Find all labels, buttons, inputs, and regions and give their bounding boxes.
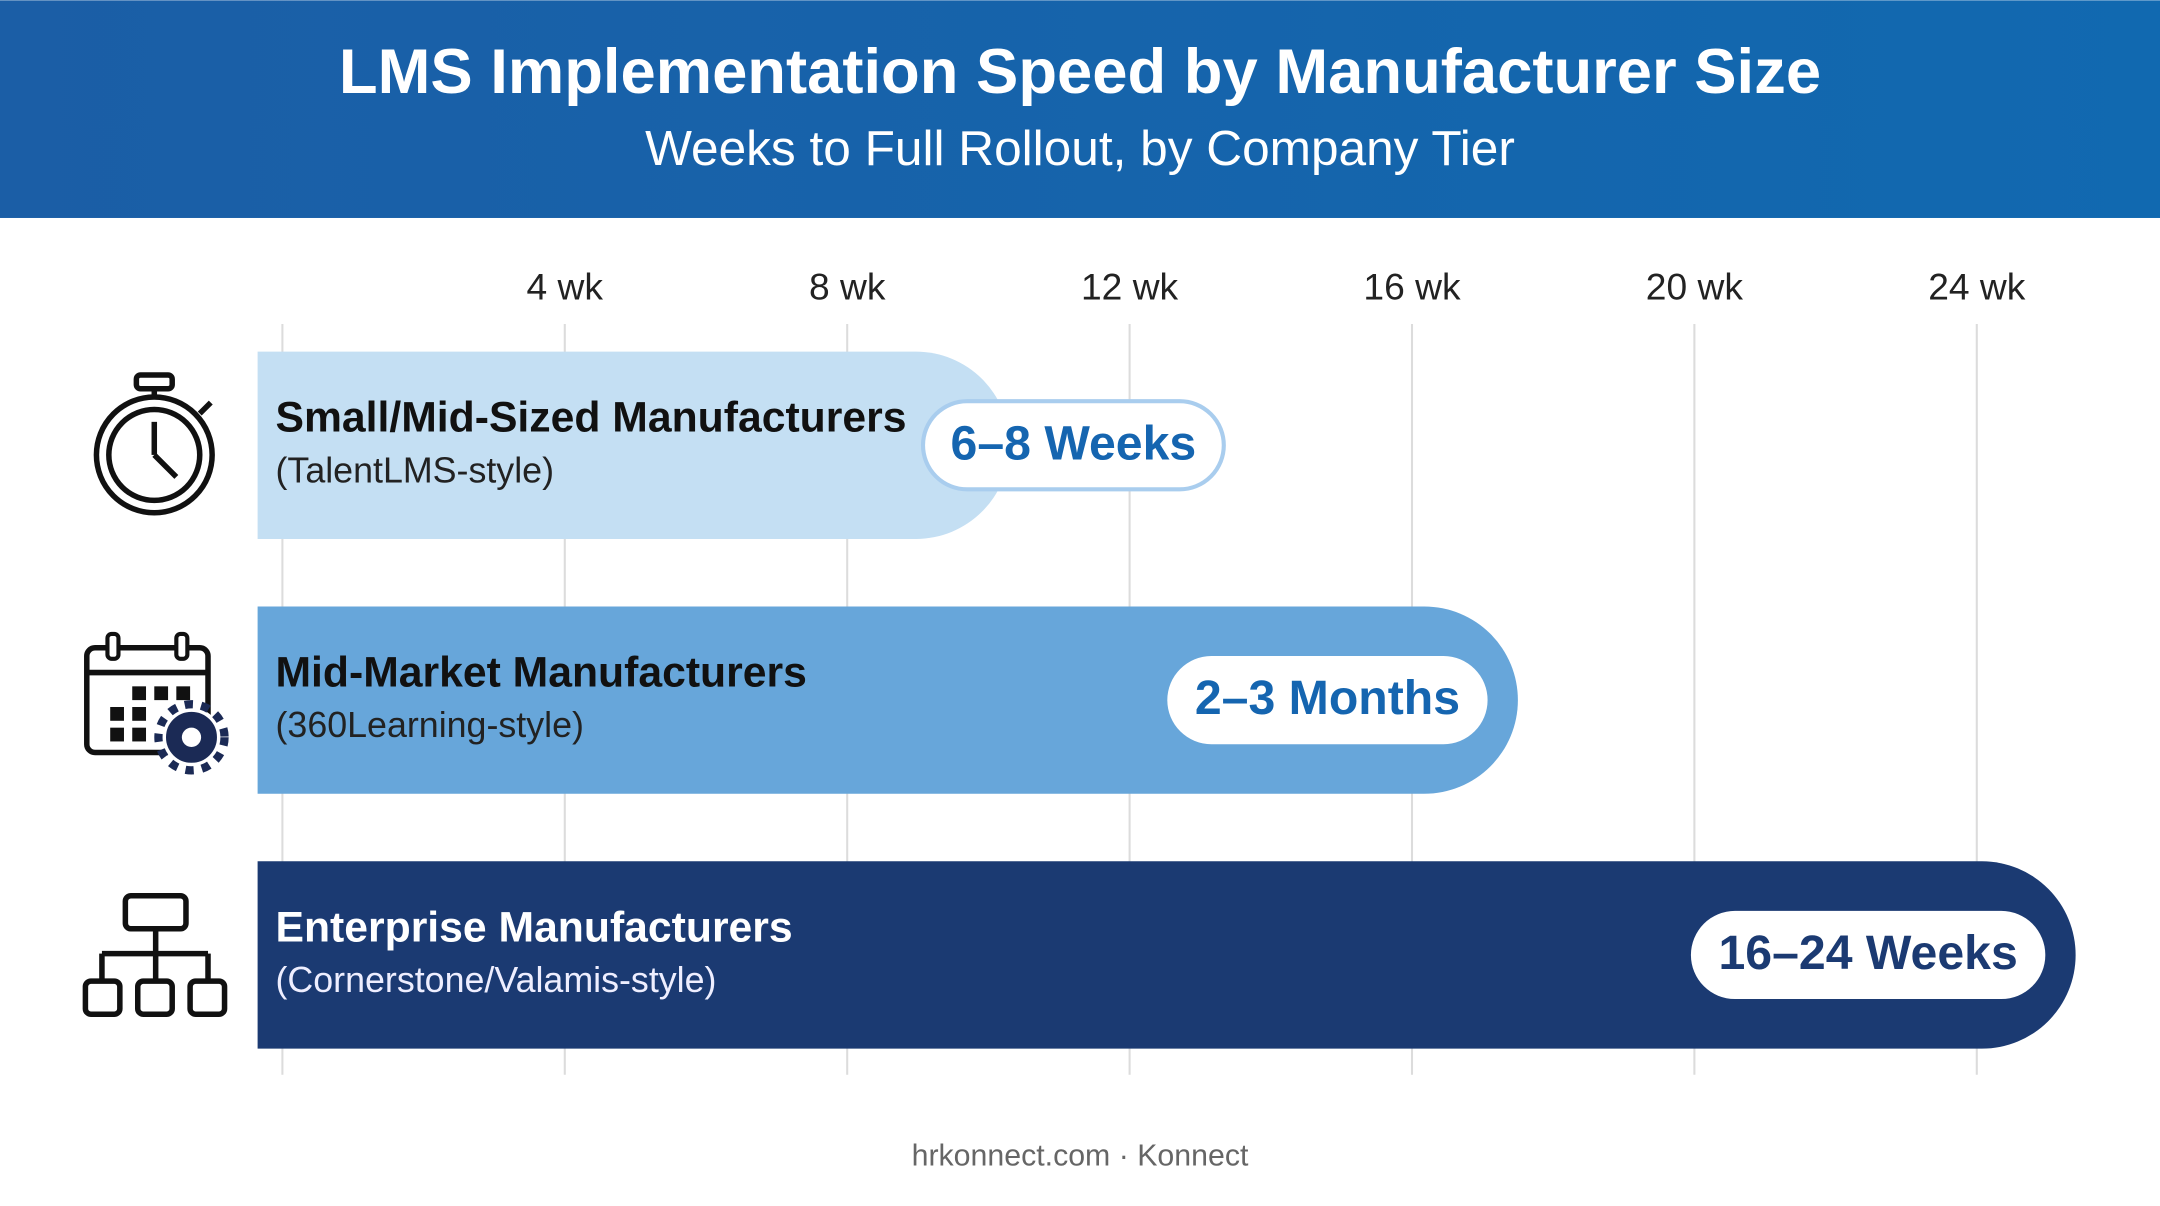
source: hrkonnect.com · Konnect [912, 1139, 1249, 1172]
header-band [0, 0, 2160, 218]
chart-title: LMS Implementation Speed by Manufacturer… [339, 37, 1821, 107]
badge: 16–24 Weeks [1690, 910, 2046, 1000]
badge-pill [1690, 910, 2046, 1000]
x-tick-label: 20 wk [1646, 265, 1744, 307]
badge-pill [1167, 656, 1488, 745]
icon-hierarchy [82, 892, 228, 1017]
category-note: (360Learning-style) [276, 705, 584, 745]
bar [257, 606, 1518, 794]
badge: 6–8 Weeks [920, 399, 1226, 492]
category-note: (Cornerstone/Valamis-style) [276, 960, 717, 1000]
badge: 2–3 Months [1167, 656, 1488, 745]
badge-pill [920, 399, 1226, 492]
badge-label: 2–3 Months [1195, 671, 1460, 725]
category-label: Enterprise Manufacturers [276, 903, 793, 951]
bar [257, 861, 2076, 1049]
chart-subtitle: Weeks to Full Rollout, by Company Tier [645, 120, 1515, 176]
x-tick-label: 24 wk [1928, 265, 2026, 307]
x-tick-label: 12 wk [1081, 265, 1179, 307]
icon-stopwatch [93, 372, 215, 516]
x-tick-label: 8 wk [809, 265, 886, 307]
bar [257, 351, 1010, 539]
badge-label: 6–8 Weeks [951, 416, 1197, 470]
category-label: Mid-Market Manufacturers [276, 649, 807, 697]
category-label: Small/Mid-Sized Manufacturers [276, 394, 907, 442]
icon-calendar [84, 631, 229, 775]
x-tick-label: 16 wk [1363, 265, 1461, 307]
x-tick-label: 4 wk [527, 265, 604, 307]
category-note: (TalentLMS-style) [276, 450, 555, 490]
badge-label: 16–24 Weeks [1718, 926, 2017, 980]
bars: Small/Mid-Sized Manufacturers (TalentLMS-… [257, 351, 2076, 1049]
